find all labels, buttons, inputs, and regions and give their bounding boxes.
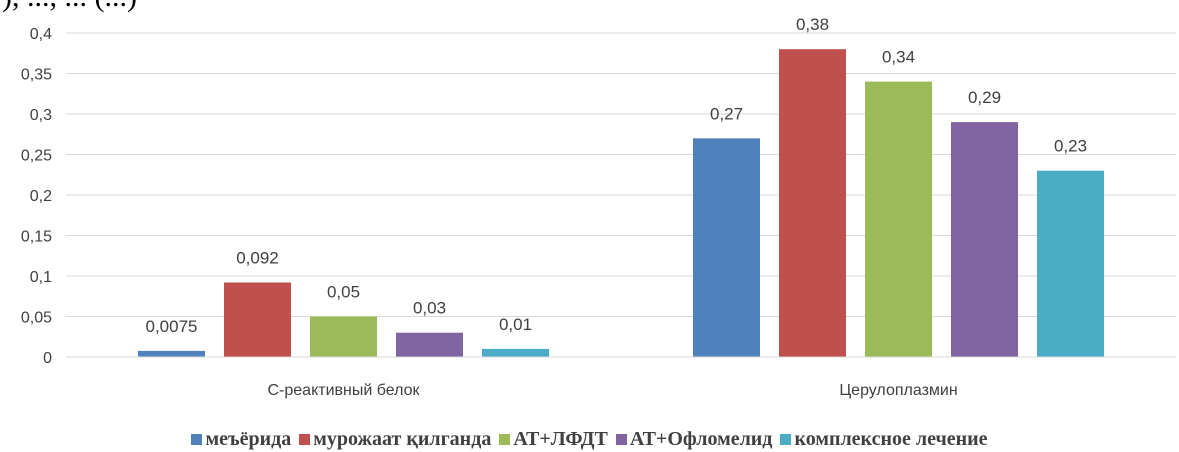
header-fragment: ), ..., ... (...) bbox=[0, 0, 1179, 16]
legend-item: комплексное лечение bbox=[780, 427, 988, 451]
legend-item: АТ+ЛФДТ bbox=[499, 428, 608, 451]
data-label: 0,23 bbox=[1054, 137, 1087, 156]
bar bbox=[865, 81, 932, 357]
legend-swatch bbox=[499, 433, 511, 445]
category-label: Церулоплазмин bbox=[839, 382, 957, 399]
y-tick-label: 0,15 bbox=[21, 229, 52, 246]
legend-swatch bbox=[299, 433, 311, 445]
bar bbox=[138, 350, 205, 357]
legend-swatch bbox=[191, 433, 203, 445]
bar bbox=[951, 122, 1018, 357]
y-tick-label: 0,3 bbox=[30, 107, 52, 124]
legend-label: АТ+ЛФДТ bbox=[513, 427, 608, 450]
legend-label: комплексное лечение bbox=[794, 427, 988, 450]
header-text: ), ..., ... (...) bbox=[2, 0, 137, 14]
legend-label: мурожаат қилганда bbox=[313, 427, 492, 450]
bar bbox=[310, 316, 377, 357]
legend-label: АТ+Офломелид bbox=[629, 427, 773, 450]
data-label: 0,0075 bbox=[146, 317, 198, 336]
data-label: 0,05 bbox=[327, 283, 360, 302]
bar bbox=[396, 332, 463, 357]
legend-item: АТ+Офломелид bbox=[615, 427, 773, 451]
y-tick-label: 0,25 bbox=[21, 148, 52, 165]
bar-chart: 0 0,05 0,1 0,15 0,2 0,25 0,3 0,35 0,4 0,0075 0,092… bbox=[21, 15, 1176, 399]
legend-item: мурожаат қилганда bbox=[299, 428, 491, 451]
bar bbox=[1037, 170, 1104, 357]
data-label: 0,27 bbox=[710, 104, 743, 123]
legend-swatch bbox=[780, 433, 792, 445]
legend: меъёрида мурожаат қилганда АТ+ЛФДТ АТ+Офлом… bbox=[0, 426, 1179, 452]
data-label: 0,092 bbox=[236, 248, 279, 267]
bar bbox=[693, 138, 760, 357]
data-label: 0,01 bbox=[499, 315, 532, 334]
legend-swatch bbox=[615, 433, 627, 445]
bar bbox=[779, 49, 846, 357]
bar bbox=[482, 348, 549, 357]
data-label: 0,34 bbox=[882, 48, 915, 67]
legend-item: меъёрида bbox=[191, 428, 291, 451]
bar bbox=[224, 282, 291, 357]
y-tick-label: 0,2 bbox=[30, 188, 52, 205]
y-tick-label: 0,05 bbox=[21, 310, 52, 327]
legend-label: меъёрида bbox=[205, 427, 292, 450]
y-tick-label: 0,4 bbox=[30, 26, 52, 43]
y-tick-label: 0,35 bbox=[21, 67, 52, 84]
data-label: 0,38 bbox=[796, 15, 829, 34]
category-label: С-реактивный белок bbox=[267, 382, 420, 399]
y-tick-label: 0,1 bbox=[30, 269, 52, 286]
y-tick-label: 0 bbox=[43, 350, 52, 367]
data-label: 0,29 bbox=[968, 88, 1001, 107]
data-label: 0,03 bbox=[413, 299, 446, 318]
